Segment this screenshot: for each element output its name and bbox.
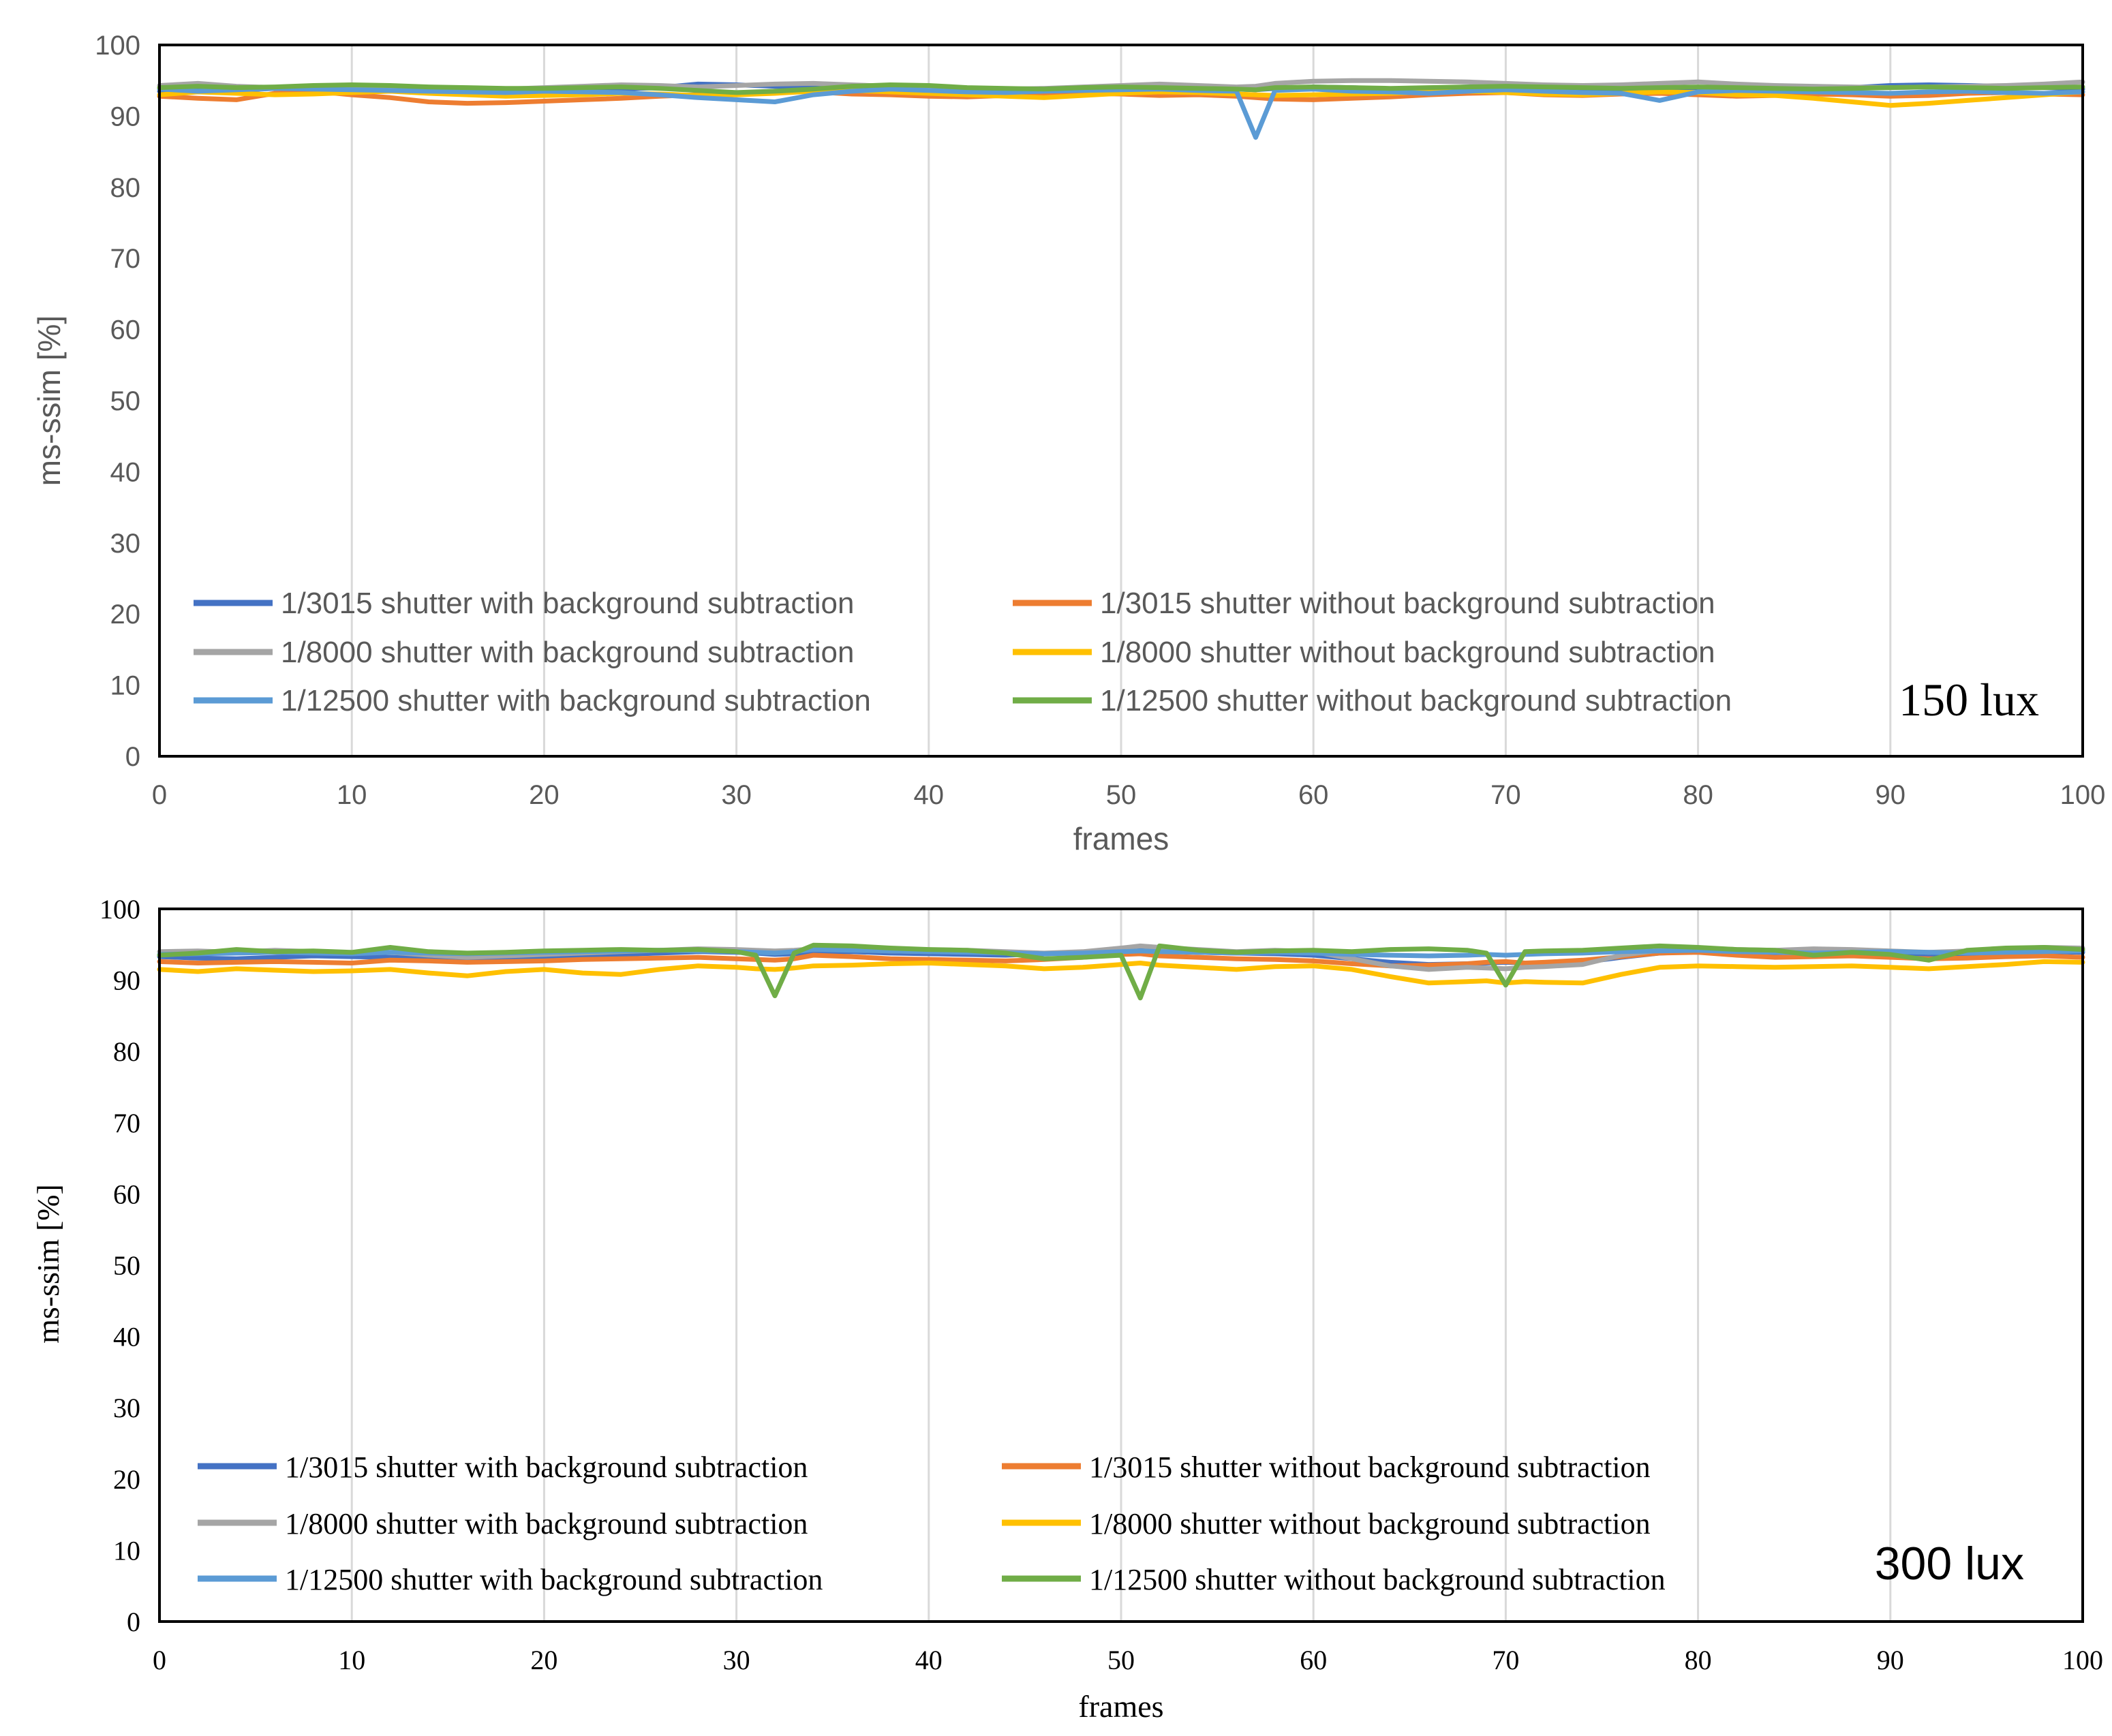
y-tick-label: 80	[113, 1036, 140, 1067]
legend-label-1: 1/3015 shutter without background subtra…	[1100, 587, 1715, 620]
y-tick-label: 10	[113, 1535, 140, 1566]
y-tick-label: 90	[110, 102, 141, 131]
chart-150-lux: 0 10 20 30 40 50 60 70 80 90 100 0 10 20 30 40 50 60 70 80…	[31, 31, 2105, 856]
grid	[350, 909, 1892, 1622]
y-tick-label: 20	[110, 600, 141, 630]
legend-label-3: 1/8000 shutter without background subtra…	[1089, 1507, 1651, 1540]
legend-label-5: 1/12500 shutter without background subtr…	[1089, 1563, 1666, 1596]
illuminance-annotation: 300 lux	[1875, 1538, 2024, 1590]
x-tick-label: 90	[1876, 780, 1906, 810]
x-axis-title: frames	[1078, 1689, 1163, 1724]
y-tick-label: 0	[127, 1607, 140, 1637]
legend-label-0: 1/3015 shutter with background subtracti…	[281, 587, 854, 620]
y-tick-label: 40	[113, 1322, 140, 1352]
x-tick-label: 0	[152, 780, 167, 810]
y-axis-title: ms-ssim [%]	[31, 1184, 65, 1344]
y-tick-label: 100	[100, 894, 140, 925]
legend-label-2: 1/8000 shutter with background subtracti…	[285, 1507, 808, 1540]
legend-label-4: 1/12500 shutter with background subtract…	[285, 1563, 823, 1596]
x-tick-label: 100	[2060, 780, 2106, 810]
y-tick-labels: 0 10 20 30 40 50 60 70 80 90 100	[100, 894, 140, 1637]
x-tick-label: 40	[915, 1645, 943, 1675]
x-tick-label: 60	[1300, 1645, 1327, 1675]
y-tick-label: 10	[110, 671, 141, 701]
x-tick-label: 20	[529, 780, 560, 810]
x-tick-label: 80	[1683, 780, 1713, 810]
series-line-5	[157, 942, 2085, 1001]
x-tick-label: 10	[337, 780, 367, 810]
y-tick-label: 60	[110, 315, 141, 345]
x-tick-label: 50	[1107, 1645, 1135, 1675]
x-tick-labels: 0 10 20 30 40 50 60 70 80 90 100	[153, 1645, 2103, 1675]
x-tick-label: 50	[1106, 780, 1137, 810]
y-tick-label: 50	[110, 386, 141, 416]
grid	[350, 45, 1892, 756]
series-lines	[157, 78, 2085, 140]
x-axis-title: frames	[1073, 821, 1169, 856]
y-tick-label: 70	[110, 244, 141, 274]
x-tick-label: 60	[1298, 780, 1329, 810]
x-tick-label: 70	[1490, 780, 1521, 810]
series-line-1	[157, 950, 2085, 969]
legend: 1/3015 shutter with background subtracti…	[194, 587, 1732, 717]
x-tick-label: 90	[1877, 1645, 1904, 1675]
x-tick-label: 30	[721, 780, 752, 810]
y-tick-label: 50	[113, 1250, 140, 1281]
x-tick-label: 100	[2062, 1645, 2103, 1675]
y-tick-label: 80	[110, 173, 141, 203]
x-tick-label: 10	[338, 1645, 365, 1675]
y-tick-label: 100	[95, 31, 140, 61]
y-tick-label: 20	[113, 1464, 140, 1495]
y-tick-label: 70	[113, 1108, 140, 1138]
series-line-3	[157, 959, 2085, 986]
legend-label-1: 1/3015 shutter without background subtra…	[1089, 1451, 1651, 1484]
y-axis-title: ms-ssim [%]	[31, 315, 67, 486]
x-tick-label: 80	[1685, 1645, 1712, 1675]
legend-label-2: 1/8000 shutter with background subtracti…	[281, 636, 854, 669]
y-tick-labels: 0 10 20 30 40 50 60 70 80 90 100	[95, 31, 140, 772]
x-tick-label: 40	[914, 780, 945, 810]
series-line-5	[157, 82, 2085, 95]
y-tick-label: 60	[113, 1179, 140, 1209]
legend-label-3: 1/8000 shutter without background subtra…	[1100, 636, 1715, 669]
legend-label-0: 1/3015 shutter with background subtracti…	[285, 1451, 808, 1484]
series-lines	[157, 942, 2085, 1001]
legend-label-4: 1/12500 shutter with background subtract…	[281, 684, 871, 717]
x-tick-label: 0	[153, 1645, 166, 1675]
y-tick-label: 90	[113, 965, 140, 996]
series-line-3	[157, 88, 2085, 108]
legend-label-5: 1/12500 shutter without background subtr…	[1100, 684, 1732, 717]
illuminance-annotation: 150 lux	[1899, 674, 2039, 726]
y-tick-label: 30	[113, 1393, 140, 1423]
y-tick-label: 40	[110, 457, 141, 487]
x-tick-label: 30	[723, 1645, 750, 1675]
plot-frame	[158, 44, 2084, 758]
y-tick-label: 0	[125, 742, 140, 772]
x-tick-label: 70	[1492, 1645, 1519, 1675]
x-tick-label: 20	[530, 1645, 557, 1675]
legend: 1/3015 shutter with background subtracti…	[198, 1451, 1666, 1596]
x-tick-labels: 0 10 20 30 40 50 60 70 80 90 100	[152, 780, 2106, 810]
plot-frame	[158, 908, 2084, 1623]
y-tick-label: 30	[110, 529, 141, 559]
chart-300-lux: 0 10 20 30 40 50 60 70 80 90 100 0 10 20 30 40 50 60 70 80…	[31, 894, 2103, 1724]
